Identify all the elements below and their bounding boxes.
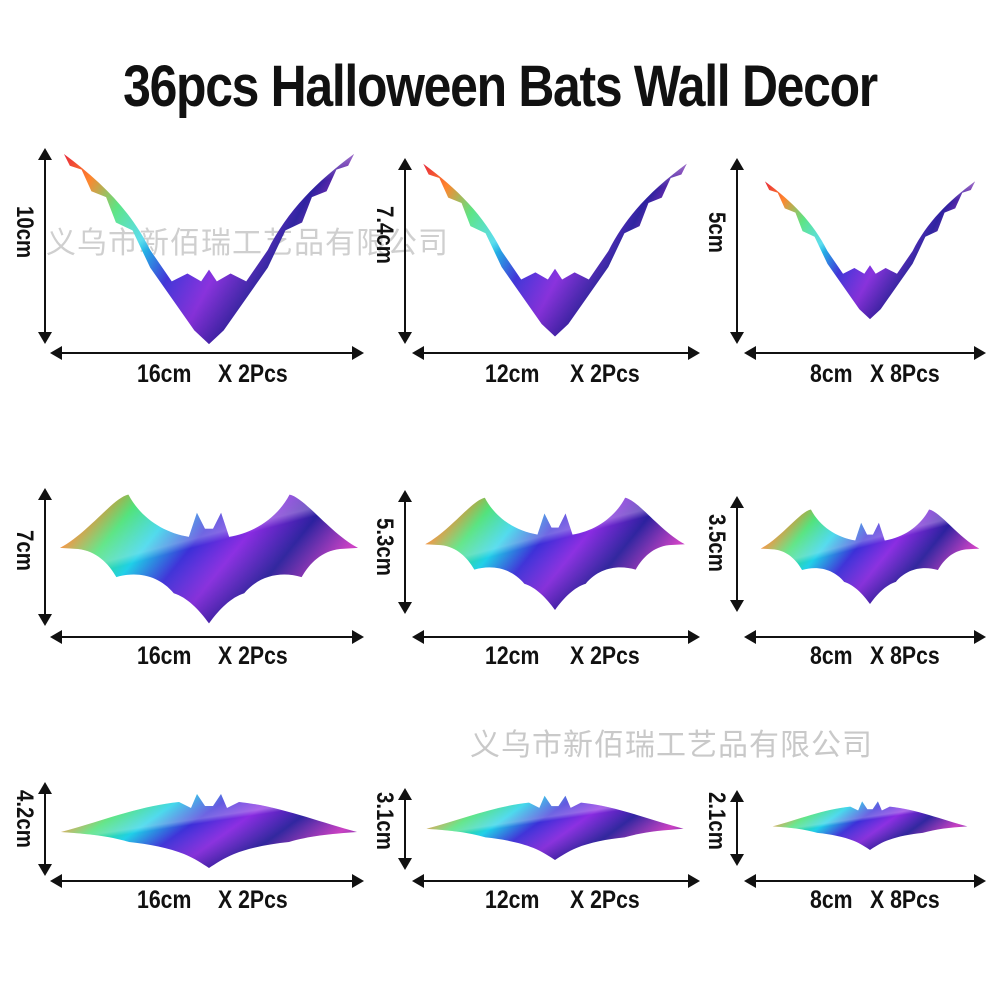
height-label: 7.4cm bbox=[371, 206, 398, 264]
height-arrow bbox=[38, 488, 52, 626]
height-label: 3.1cm bbox=[371, 792, 398, 850]
height-arrow bbox=[730, 496, 744, 612]
width-label: 8cm bbox=[810, 360, 853, 388]
width-label: 16cm bbox=[137, 360, 192, 388]
width-arrow bbox=[50, 630, 364, 644]
width-arrow bbox=[412, 630, 700, 644]
height-arrow bbox=[398, 788, 412, 870]
height-label: 4.2cm bbox=[11, 790, 38, 848]
height-label: 5.3cm bbox=[371, 518, 398, 576]
height-label: 2.1cm bbox=[703, 792, 730, 850]
quantity-label: X 8Pcs bbox=[870, 886, 940, 914]
height-arrow bbox=[398, 158, 412, 344]
height-arrow bbox=[38, 148, 52, 344]
width-label: 12cm bbox=[485, 360, 540, 388]
quantity-label: X 2Pcs bbox=[218, 886, 288, 914]
bat-flat-image bbox=[772, 801, 968, 850]
width-arrow bbox=[744, 630, 986, 644]
height-label: 3.5cm bbox=[703, 514, 730, 572]
bat-classic-image bbox=[60, 494, 358, 624]
quantity-label: X 8Pcs bbox=[870, 642, 940, 670]
bat-v-wing-image bbox=[63, 153, 355, 345]
height-arrow bbox=[398, 490, 412, 614]
height-arrow bbox=[730, 158, 744, 344]
quantity-label: X 2Pcs bbox=[218, 642, 288, 670]
width-label: 8cm bbox=[810, 886, 853, 914]
width-arrow bbox=[50, 874, 364, 888]
bat-flat-image bbox=[426, 795, 684, 860]
width-label: 16cm bbox=[137, 642, 192, 670]
quantity-label: X 2Pcs bbox=[218, 360, 288, 388]
bat-v-wing-image bbox=[764, 181, 976, 320]
width-label: 12cm bbox=[485, 886, 540, 914]
quantity-label: X 2Pcs bbox=[570, 360, 640, 388]
bat-classic-image bbox=[760, 509, 980, 604]
width-label: 16cm bbox=[137, 886, 192, 914]
width-arrow bbox=[744, 874, 986, 888]
height-label: 7cm bbox=[11, 530, 38, 571]
watermark-text: 义乌市新佰瑞工艺品有限公司 bbox=[46, 226, 449, 261]
quantity-label: X 2Pcs bbox=[570, 642, 640, 670]
quantity-label: X 2Pcs bbox=[570, 886, 640, 914]
width-arrow bbox=[412, 346, 700, 360]
height-arrow bbox=[38, 782, 52, 876]
watermark-text: 义乌市新佰瑞工艺品有限公司 bbox=[470, 728, 873, 763]
page-title: 36pcs Halloween Bats Wall Decor bbox=[123, 54, 878, 119]
bat-classic-image bbox=[425, 497, 685, 610]
width-arrow bbox=[50, 346, 364, 360]
height-label: 5cm bbox=[703, 212, 730, 253]
width-arrow bbox=[744, 346, 986, 360]
bat-v-wing-image bbox=[423, 163, 687, 337]
width-arrow bbox=[412, 874, 700, 888]
width-label: 12cm bbox=[485, 642, 540, 670]
height-label: 10cm bbox=[11, 206, 38, 259]
height-arrow bbox=[730, 790, 744, 866]
quantity-label: X 8Pcs bbox=[870, 360, 940, 388]
bat-flat-image bbox=[61, 794, 357, 868]
width-label: 8cm bbox=[810, 642, 853, 670]
